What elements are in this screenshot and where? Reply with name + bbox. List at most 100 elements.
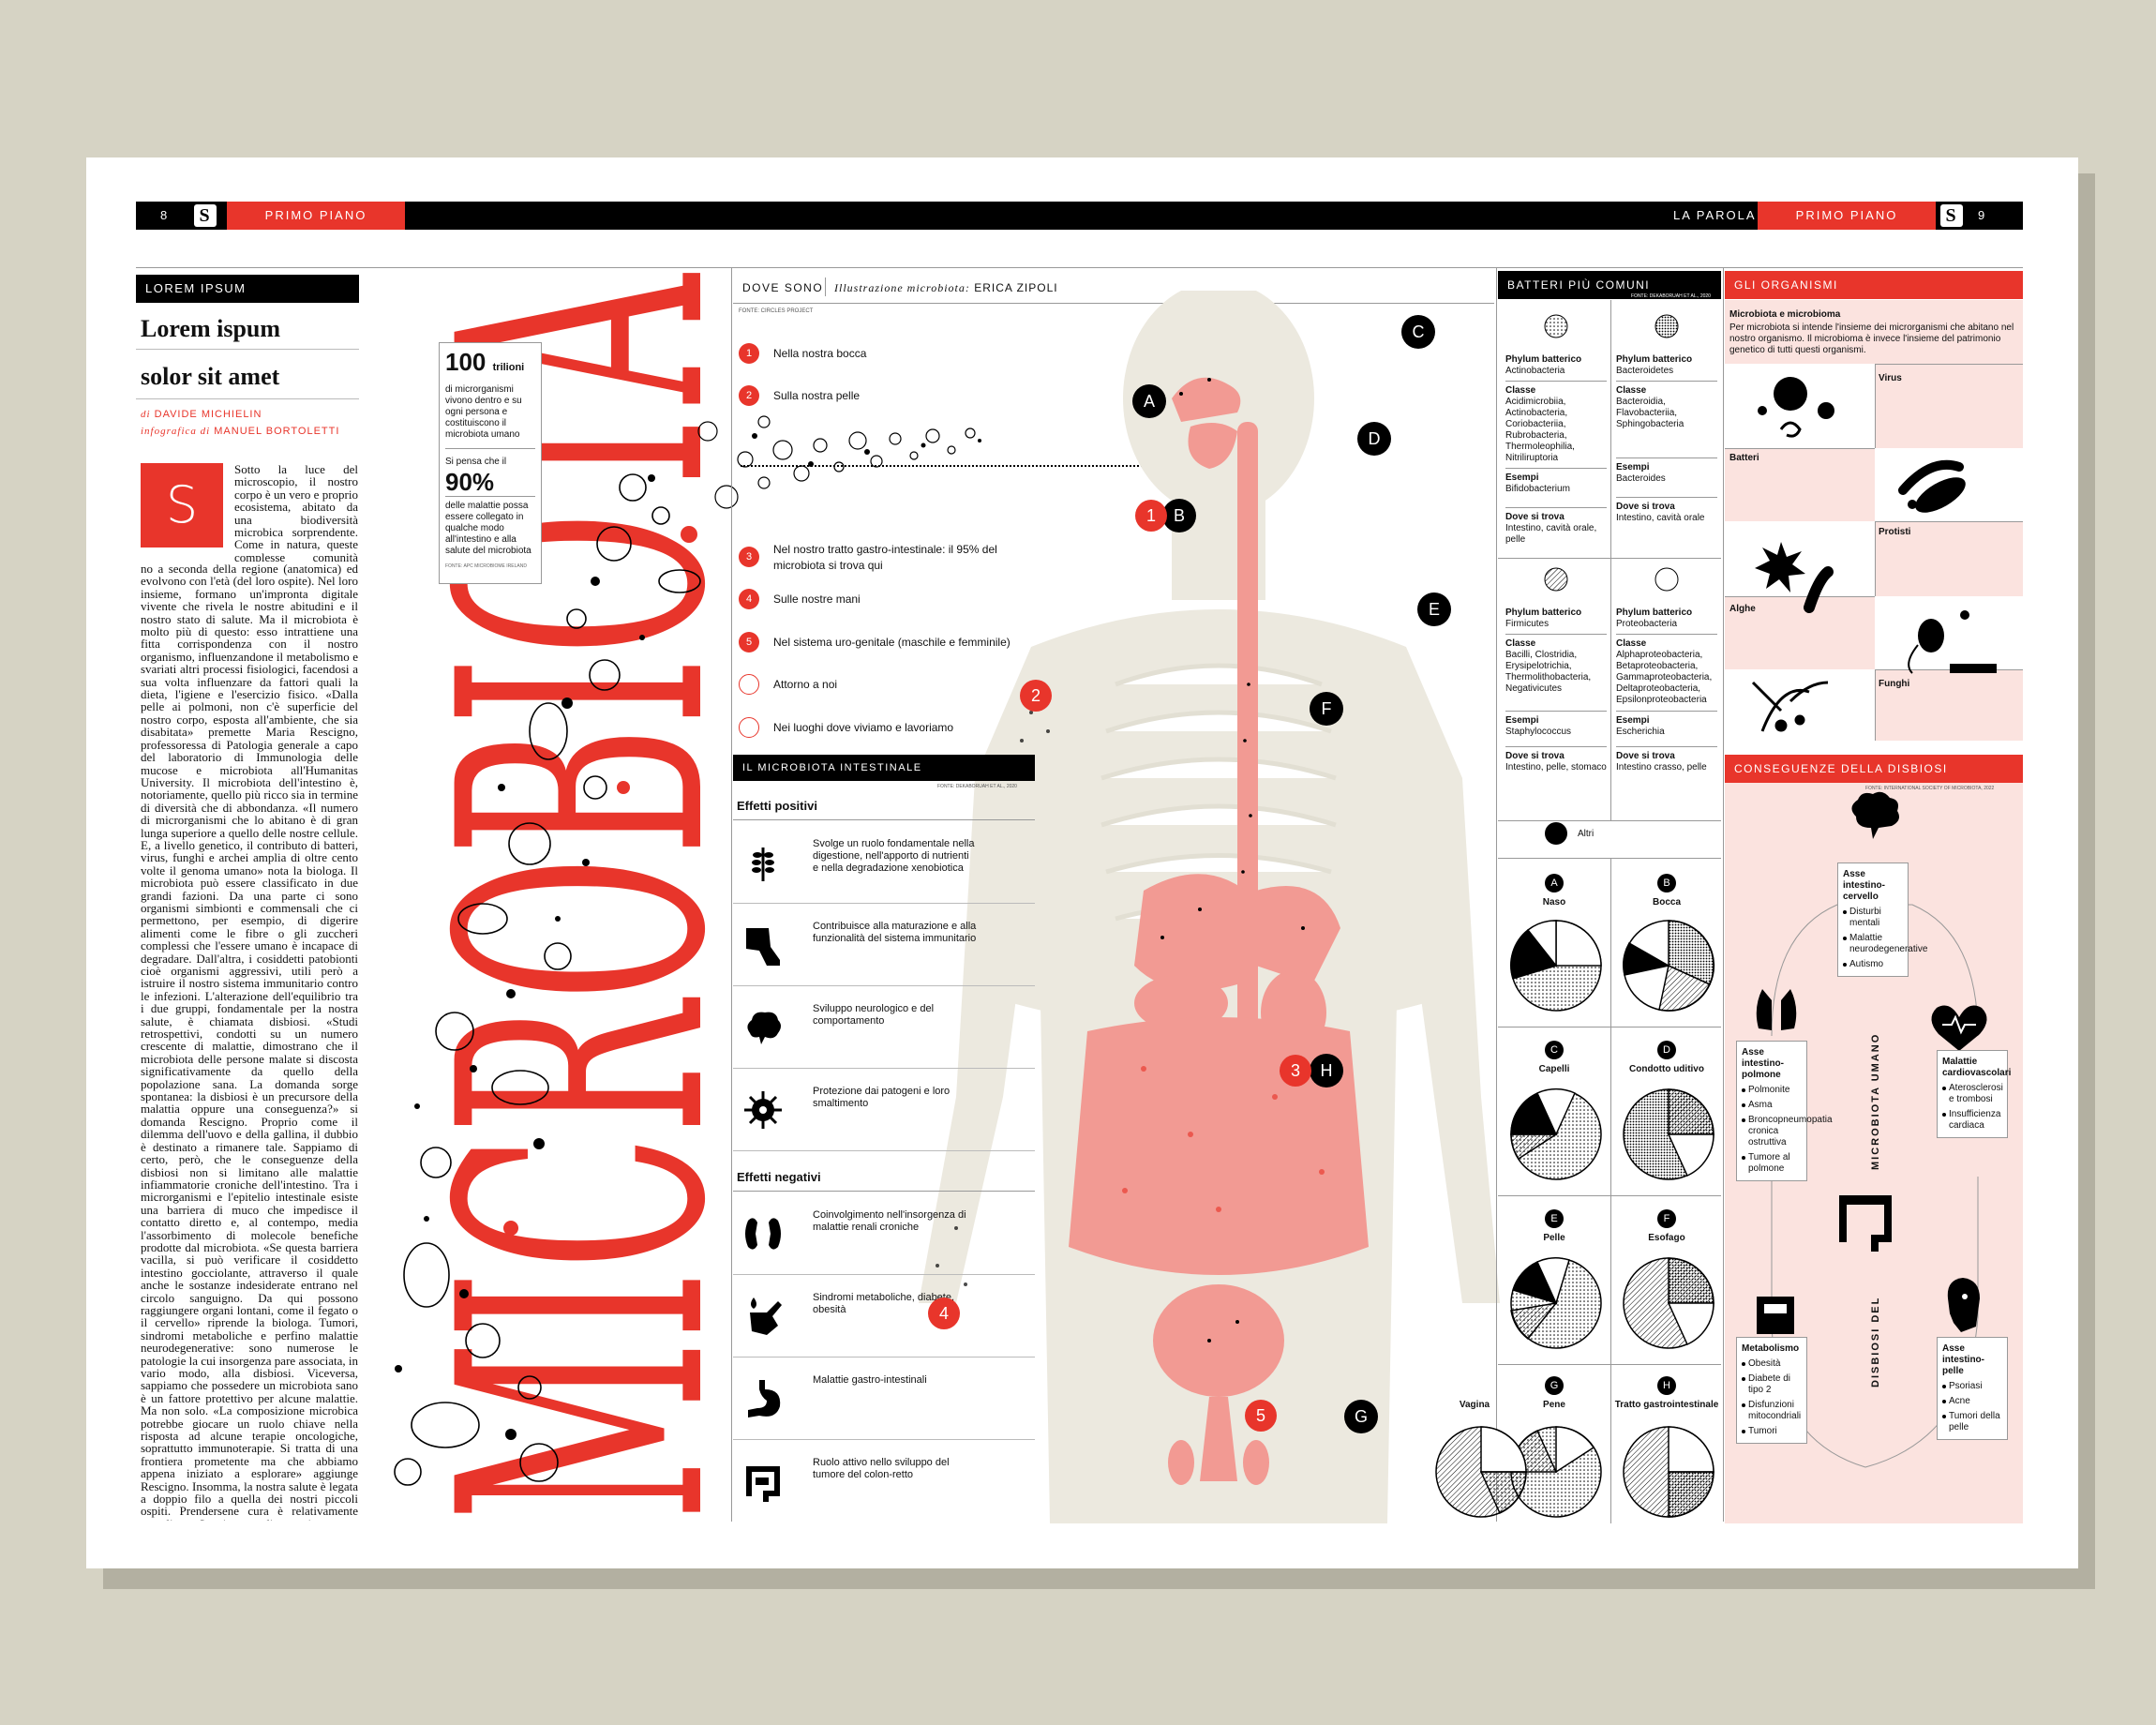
where-item-2-number: 2 xyxy=(739,385,759,406)
pie-naso xyxy=(1510,920,1602,1012)
stat-text-1: di microrganismi vivono dentro e su ogni… xyxy=(445,384,522,440)
swatch-actinobacteria xyxy=(1544,314,1568,338)
dysbiosis-item: Malattie neurodegenerative xyxy=(1843,933,1927,955)
where-head-sep xyxy=(825,278,826,296)
where-item-5-number: 5 xyxy=(739,632,759,652)
positive-rule xyxy=(733,819,1035,820)
hand-drop-icon xyxy=(750,1298,782,1335)
dysbiosis-box-lung: Asse intestino-polmone Polmonite Asma Bron… xyxy=(1736,1041,1833,1181)
dysbiosis-item: Tumori della pelle xyxy=(1942,1411,2002,1433)
where-rule xyxy=(733,303,1494,304)
protist-organism-icon xyxy=(1755,542,1834,613)
pie-label-capelli: Capelli xyxy=(1538,1064,1570,1074)
where-item-1-number: 1 xyxy=(739,343,759,364)
pie-label-naso: Naso xyxy=(1542,897,1566,908)
wheat-icon xyxy=(752,848,774,881)
phylum-swatches xyxy=(1544,314,1679,592)
stat-intro-2: Si pensa che il xyxy=(445,448,535,468)
negative-effects-title: Effetti negativi xyxy=(737,1170,821,1184)
where-item-6: Attorno a noi xyxy=(773,678,838,691)
article-lead: Sotto la luce del microscopio, il nostro… xyxy=(234,463,358,562)
brain-icon xyxy=(747,1012,781,1044)
pie-tratto-gastrointestinale xyxy=(1623,1426,1714,1518)
article-body: no a seconda della regione (anatomica) e… xyxy=(141,562,358,1521)
body-pin-3: 3 xyxy=(1280,1055,1311,1087)
face-skin-icon xyxy=(1947,1278,1980,1332)
illustration-prefix: Illustrazione microbiota: xyxy=(834,281,970,294)
page-header: 8 S PRIMO PIANO LA PAROLA PRIMO PIANO S … xyxy=(136,202,2023,230)
pie-pin-G: G xyxy=(1545,1376,1564,1395)
column-divider xyxy=(731,267,732,1522)
dysbiosis-item: Obesità xyxy=(1742,1358,1802,1370)
pie-pin-D: D xyxy=(1657,1041,1676,1059)
page-number-left: 8 xyxy=(160,208,170,222)
where-item-6-marker xyxy=(739,674,759,695)
organisms-head: GLI ORGANISMI xyxy=(1725,271,2023,299)
body-pin-H: H xyxy=(1310,1054,1343,1088)
stat-source: FONTE: APC MICROBIOME IRELAND xyxy=(445,563,527,569)
where-item-2: Sulla nostra pelle xyxy=(773,389,861,402)
organism-label-protisti: Protisti xyxy=(1879,527,1911,537)
dysbiosis-head: CONSEGUENZE DELLA DISBIOSI xyxy=(1725,755,2023,783)
stat-number-2: 90% xyxy=(445,468,495,496)
pie-grid-mid xyxy=(1610,858,1611,1523)
class-label: Classe xyxy=(1616,385,1647,396)
body-pin-B: B xyxy=(1162,499,1196,532)
where-value: Intestino crasso, pelle xyxy=(1616,762,1707,772)
dysbiosis-vertical-bottom: DISBIOSI DEL xyxy=(1870,1296,1881,1388)
phylum-bacteroidetes: Phylum batterico Bacteroidetes Classe Bact… xyxy=(1616,354,1717,524)
bacteria-organism-icon xyxy=(1898,459,1966,513)
bacteria-head: BATTERI PIÙ COMUNI xyxy=(1498,271,1721,299)
dysbiosis-item: Insufficienza cardiaca xyxy=(1942,1109,2002,1132)
pie-pin-C: C xyxy=(1545,1041,1564,1059)
magazine-logo-right: S xyxy=(1940,204,1963,227)
section-tag-right: LA PAROLA xyxy=(1673,208,1757,222)
legend-rule xyxy=(1498,820,1721,821)
example-name: Staphylococcus xyxy=(1505,727,1572,737)
body-pin-G: G xyxy=(1344,1400,1378,1433)
dysbiosis-item: Asma xyxy=(1742,1100,1802,1111)
dysbiosis-box-title: Metabolismo xyxy=(1742,1343,1800,1354)
pie-condotto-uditivo xyxy=(1623,1088,1714,1180)
page-number-right: 9 xyxy=(1978,208,1987,222)
illustration-credit: Illustrazione microbiota: ERICA ZIPOLI xyxy=(834,281,1058,295)
example-name: Bacteroides xyxy=(1616,473,1666,484)
organism-label-batteri: Batteri xyxy=(1729,453,1759,463)
positive-effect-1: Svolge un ruolo fondamentale nella diges… xyxy=(733,821,1035,904)
class-label: Classe xyxy=(1505,385,1536,396)
where-item-7: Nei luoghi dove viviamo e lavoriamo xyxy=(773,721,954,734)
organisms-illustrations xyxy=(1751,377,1997,732)
swatch-proteobacteria xyxy=(1654,567,1679,592)
pie-esofago xyxy=(1623,1257,1714,1349)
example-label: Esempi xyxy=(1505,715,1539,726)
dysbiosis-box-skin: Asse intestino-pelle Psoriasi Acne Tumori … xyxy=(1937,1337,2008,1440)
drop-cap: S xyxy=(141,463,223,548)
pie-label-condotto: Condotto uditivo xyxy=(1629,1064,1704,1074)
phylum-proteobacteria: Phylum batterico Proteobacteria Classe Alp… xyxy=(1616,608,1717,773)
virus-icon xyxy=(744,1091,782,1129)
body-pin-D: D xyxy=(1357,422,1391,456)
class-list: Alphaproteobacteria, Betaproteobacteria,… xyxy=(1616,650,1713,705)
byline: di DAVIDE MICHIELIN xyxy=(141,409,262,420)
pie-pin-F: F xyxy=(1657,1209,1676,1228)
stat-text-2: delle malattie possa essere collegato in… xyxy=(445,496,535,557)
dysbiosis-item: Polmonite xyxy=(1742,1085,1802,1096)
negative-effect-3-text: Malattie gastro-intestinali xyxy=(813,1374,927,1386)
pie-grid-top xyxy=(1498,858,1721,859)
intestine-icon xyxy=(746,1466,780,1502)
article-title-line2: solor sit amet xyxy=(141,363,280,390)
example-label: Esempi xyxy=(1616,715,1650,726)
organisms-intro: Per microbiota si intende l'insieme dei … xyxy=(1729,322,2014,355)
phylum-name: Bacteroidetes xyxy=(1616,366,1674,376)
dysbiosis-item: Broncopneumopatia cronica ostruttiva xyxy=(1742,1115,1833,1148)
where-item-7-marker xyxy=(739,717,759,738)
dysbiosis-item: Disturbi mentali xyxy=(1843,907,1903,929)
class-list: Acidimicrobiia, Actinobacteria, Coriobac… xyxy=(1505,397,1575,463)
body-pin-E: E xyxy=(1417,592,1451,626)
where-item-3-number: 3 xyxy=(739,547,759,567)
where-item-3: Nel nostro tratto gastro-intestinale: il… xyxy=(773,543,997,572)
example-label: Esempi xyxy=(1505,472,1539,483)
swatch-bacteroidetes xyxy=(1654,314,1679,338)
brain-box-icon xyxy=(1851,791,1899,839)
positive-effect-4-text: Protezione dai patogeni e loro smaltimen… xyxy=(813,1086,951,1109)
